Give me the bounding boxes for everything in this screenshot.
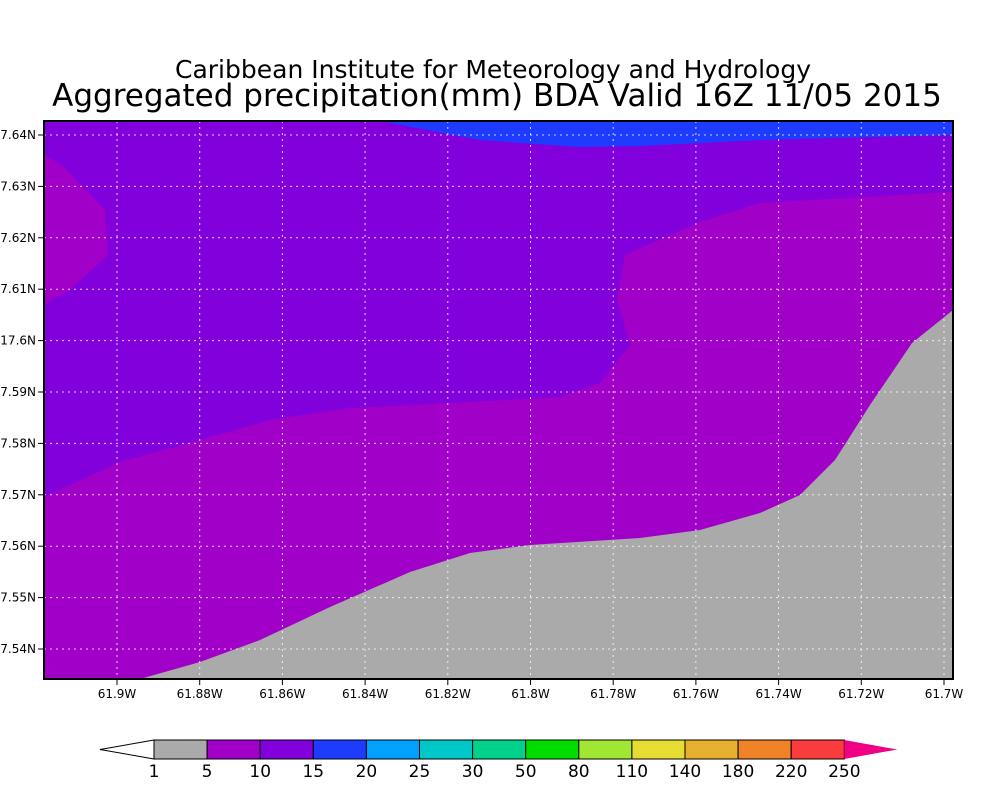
region-15-20mm [380, 121, 953, 147]
colorbar-swatch [790, 739, 845, 760]
colorbar-swatch [472, 739, 527, 760]
x-tick-label: 61.78W [590, 687, 636, 701]
x-tick-label: 61.72W [838, 687, 884, 701]
x-tick-label: 61.9W [98, 687, 137, 701]
colorbar-swatch [525, 739, 580, 760]
y-tick-label: 7.61N [0, 282, 36, 296]
y-tick-label: 7.58N [0, 436, 36, 450]
colorbar-label: 220 [775, 762, 807, 782]
colorbar-swatch [419, 739, 474, 760]
x-tick-label: 61.7W [925, 687, 964, 701]
x-tick-label: 61.82W [425, 687, 471, 701]
colorbar-swatch [206, 739, 261, 760]
colorbar-label: 30 [462, 762, 484, 782]
colorbar-swatch [684, 739, 739, 760]
x-tick-label: 61.88W [177, 687, 223, 701]
y-axis: 7.64N 7.63N 7.62N 7.61N 17.6N 7.59N 7.58N 7.57N… [0, 128, 44, 656]
colorbar-label: 10 [249, 762, 271, 782]
y-tick-label: 7.56N [0, 539, 36, 553]
colorbar-under-arrow [99, 739, 155, 760]
title-main: Aggregated precipitation(mm) BDA Valid 1… [52, 78, 942, 114]
colorbar-label: 15 [302, 762, 324, 782]
colorbar-label: 180 [722, 762, 754, 782]
y-tick-label: 7.63N [0, 179, 36, 193]
colorbar-label: 5 [202, 762, 213, 782]
colorbar-swatch [737, 739, 792, 760]
colorbar-swatch [312, 739, 367, 760]
colorbar-swatch [259, 739, 314, 760]
x-tick-label: 61.76W [673, 687, 719, 701]
y-tick-label: 7.64N [0, 128, 36, 142]
colorbar-label: 20 [356, 762, 378, 782]
colorbar-swatch [153, 739, 208, 760]
map-field [43, 120, 954, 680]
region-1-5mm [140, 310, 953, 679]
colorbar-label: 50 [515, 762, 537, 782]
colorbar-label: 80 [568, 762, 590, 782]
x-tick-label: 61.74W [755, 687, 801, 701]
colorbar-swatch [631, 739, 686, 760]
x-tick-label: 61.86W [259, 687, 305, 701]
x-tick-label: 61.84W [342, 687, 388, 701]
y-tick-label: 7.57N [0, 488, 36, 502]
y-tick-label: 7.55N [0, 591, 36, 605]
x-axis: 61.9W 61.88W 61.86W 61.84W 61.82W 61.8W 61.78W… [98, 679, 964, 701]
colorbar-swatch [578, 739, 633, 760]
title-institute: Caribbean Institute for Meteorology and … [175, 55, 811, 84]
x-tick-label: 61.8W [511, 687, 550, 701]
colorbar-label: 140 [669, 762, 701, 782]
y-tick-label: 7.59N [0, 385, 36, 399]
plot-frame [43, 120, 954, 680]
colorbar-swatch [365, 739, 420, 760]
colorbar-label: 1 [149, 762, 160, 782]
region-5-10mm-left [44, 155, 108, 305]
gridlines [44, 121, 953, 679]
colorbar: 1 5 10 15 20 25 30 50 80 110 140 180 220 250 [99, 739, 898, 782]
y-tick-label: 7.62N [0, 231, 36, 245]
colorbar-label: 250 [828, 762, 860, 782]
colorbar-over-arrow [844, 740, 898, 759]
colorbar-label: 110 [616, 762, 648, 782]
colorbar-label: 25 [409, 762, 431, 782]
y-tick-label: 7.54N [0, 642, 36, 656]
y-tick-label: 17.6N [0, 334, 36, 348]
